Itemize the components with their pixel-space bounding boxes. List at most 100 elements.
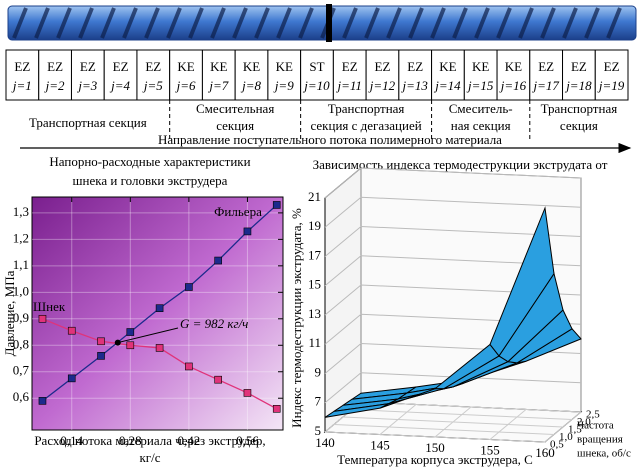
x-axis-label: кг/с xyxy=(139,450,160,465)
x-tick-label: 145 xyxy=(370,437,390,452)
zone-name: ST xyxy=(309,59,324,74)
screw-flight xyxy=(584,7,600,39)
y-axis-label: Частота xyxy=(577,420,614,432)
y-axis-label: Давление, МПа xyxy=(2,270,17,356)
z-tick-label: 7 xyxy=(315,394,322,409)
zone-index: j=12 xyxy=(368,78,396,93)
point xyxy=(97,352,105,360)
zone-name: EZ xyxy=(604,59,620,74)
y-tick-label: 0,9 xyxy=(13,310,29,325)
y-tick-label: 2,5 xyxy=(586,409,600,421)
annotation: G = 982 кг/ч xyxy=(180,316,248,331)
screw-flight xyxy=(606,7,622,39)
zone-name: KE xyxy=(210,59,227,74)
screw-flight xyxy=(210,7,226,39)
zone-box xyxy=(38,49,72,101)
grid-line xyxy=(324,196,582,228)
screw-flight xyxy=(496,7,512,39)
y-tick-label: 2,0 xyxy=(577,416,591,428)
zone-index: j=2 xyxy=(44,78,65,93)
screw-flight xyxy=(34,7,50,39)
zone-index: j=9 xyxy=(273,78,294,93)
arrow-label: Направление поступательного потока полим… xyxy=(158,132,502,147)
screw-flight xyxy=(364,7,380,39)
zone-index: j=15 xyxy=(466,78,494,93)
zone-box xyxy=(5,49,40,101)
zone-name: EZ xyxy=(407,59,423,74)
zone-name: EZ xyxy=(145,59,161,74)
grid-line xyxy=(333,424,555,435)
zone-name: EZ xyxy=(80,59,96,74)
zone-name: KE xyxy=(439,59,456,74)
screw-flight xyxy=(430,7,446,39)
zone-box xyxy=(234,49,269,101)
point xyxy=(155,344,164,352)
zone-box xyxy=(463,49,498,101)
x-tick-label: 155 xyxy=(480,442,500,457)
z-tick-label: 15 xyxy=(308,277,321,292)
chart-title: Напорно-расходные характеристики xyxy=(49,154,250,169)
point xyxy=(126,341,135,350)
screw-flight xyxy=(100,7,116,39)
zone-box xyxy=(594,49,629,101)
x-tick-label: 0,42 xyxy=(178,433,201,448)
zone-index: j=16 xyxy=(499,78,527,93)
zone-name: EZ xyxy=(113,59,129,74)
grid-line xyxy=(360,401,582,413)
point xyxy=(97,337,105,346)
screw-flight xyxy=(408,7,424,39)
x-axis-label: Температура корпуса экструдера, С xyxy=(337,452,533,467)
zone-index: j=4 xyxy=(109,78,130,93)
point xyxy=(272,405,281,413)
zone-name: KE xyxy=(243,59,260,74)
z-tick-label: 13 xyxy=(308,306,321,321)
y-tick-label: 0,6 xyxy=(13,389,30,404)
zone-box xyxy=(398,49,433,101)
grid-line xyxy=(351,409,573,420)
x-axis-label: Расход потока материала через экструдер, xyxy=(34,433,265,448)
zone-name: KE xyxy=(505,59,522,74)
section-label: Смеситель- xyxy=(449,101,513,116)
zone-name: KE xyxy=(276,59,293,74)
screw-flight xyxy=(562,7,578,39)
screw-flight xyxy=(144,7,160,39)
screw-flight xyxy=(386,7,402,39)
zone-box xyxy=(267,49,302,101)
z-tick-label: 5 xyxy=(315,423,322,438)
y-tick-label: 1,0 xyxy=(13,283,29,298)
zone-index: j=8 xyxy=(240,78,261,93)
x-tick-label: 0,56 xyxy=(236,433,259,448)
point xyxy=(67,374,76,383)
annotation-leader xyxy=(117,327,179,344)
point xyxy=(126,328,135,336)
zone-name: KE xyxy=(472,59,489,74)
screw-flight xyxy=(232,7,248,39)
y-tick-label: 1,1 xyxy=(13,257,29,272)
y-axis-label: шнека, об/с xyxy=(577,448,631,460)
grid-line xyxy=(324,255,582,287)
y-tick-label: 0,7 xyxy=(13,363,30,378)
zone-index: j=10 xyxy=(302,78,330,93)
section-label: Транспортная секция xyxy=(29,115,147,130)
zone-box xyxy=(103,49,138,101)
y-axis-label: вращения xyxy=(577,434,623,446)
zone-name: EZ xyxy=(375,59,391,74)
x-tick-label: 160 xyxy=(535,445,555,460)
zone-index: j=3 xyxy=(76,78,97,93)
screw-flight xyxy=(12,7,28,39)
x-tick-label: 0,14 xyxy=(60,433,83,448)
grid-line xyxy=(324,372,582,404)
z-tick-label: 9 xyxy=(315,364,322,379)
section-label: секция xyxy=(560,118,598,133)
y-tick-label: 1,5 xyxy=(568,424,582,436)
point xyxy=(272,201,281,209)
zone-index: j=5 xyxy=(142,78,163,93)
zone-box xyxy=(529,49,564,101)
zone-name: KE xyxy=(177,59,194,74)
screw-flight xyxy=(166,7,182,39)
chart-title: Зависимость индекса термодеструкции экст… xyxy=(313,157,608,172)
zone-index: j=1 xyxy=(11,78,32,93)
z-tick-label: 21 xyxy=(308,189,321,204)
screw-flight xyxy=(276,7,292,39)
screw-flight xyxy=(540,7,556,39)
